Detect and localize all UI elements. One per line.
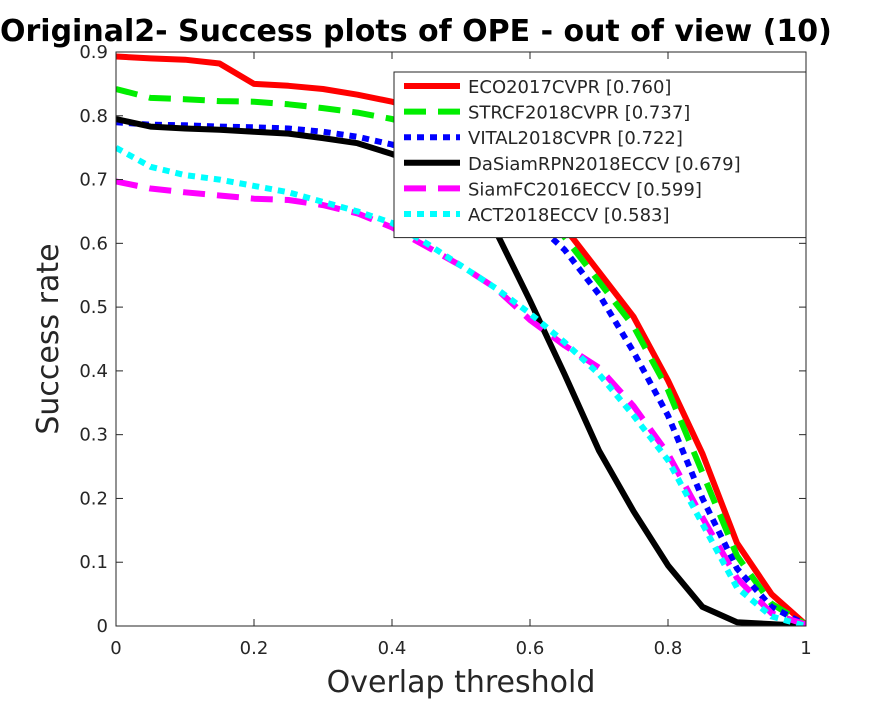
x-tick-label: 0 <box>110 638 121 659</box>
legend-label: DaSiamRPN2018ECCV [0.679] <box>468 154 741 175</box>
axes <box>115 51 807 627</box>
y-tick-label: 0.8 <box>79 106 108 127</box>
y-tick-label: 0.5 <box>79 297 108 318</box>
legend-label: SiamFC2016ECCV [0.599] <box>468 179 702 200</box>
y-tick-label: 0.3 <box>79 425 108 446</box>
x-tick-label: 1 <box>800 638 811 659</box>
tick-labels: 0 0.2 0.4 0.6 0.8 1 0 0.1 0.2 0.3 0.4 0.5 0.6 0.7 0.8 0… <box>79 42 811 659</box>
legend-label: VITAL2018CVPR [0.722] <box>468 128 683 149</box>
legend: ECO2017CVPR [0.760] STRCF2018CVPR [0.737]… <box>393 71 807 239</box>
x-axis-label: Overlap threshold <box>327 665 596 700</box>
y-tick-label: 0.4 <box>79 361 108 382</box>
y-axis-label: Success rate <box>31 243 66 434</box>
x-tick-label: 0.4 <box>378 638 407 659</box>
y-tick-label: 0.6 <box>79 233 108 254</box>
series-line-5 <box>116 145 806 626</box>
x-tick-label: 0.8 <box>654 638 683 659</box>
legend-label: ECO2017CVPR [0.760] <box>468 77 671 98</box>
legend-box <box>393 71 807 239</box>
y-tick-label: 0.1 <box>79 552 108 573</box>
y-tick-label: 0.9 <box>79 42 108 63</box>
chart-title: Original2- Success plots of OPE - out of… <box>0 14 832 49</box>
x-tick-label: 0.6 <box>516 638 545 659</box>
y-tick-label: 0.2 <box>79 488 108 509</box>
x-tick-label: 0.2 <box>240 638 269 659</box>
legend-label: STRCF2018CVPR [0.737] <box>468 103 690 124</box>
legend-label: ACT2018ECCV [0.583] <box>468 205 670 226</box>
y-tick-label: 0 <box>97 616 108 637</box>
y-tick-label: 0.7 <box>79 170 108 191</box>
axes-box <box>115 51 807 627</box>
